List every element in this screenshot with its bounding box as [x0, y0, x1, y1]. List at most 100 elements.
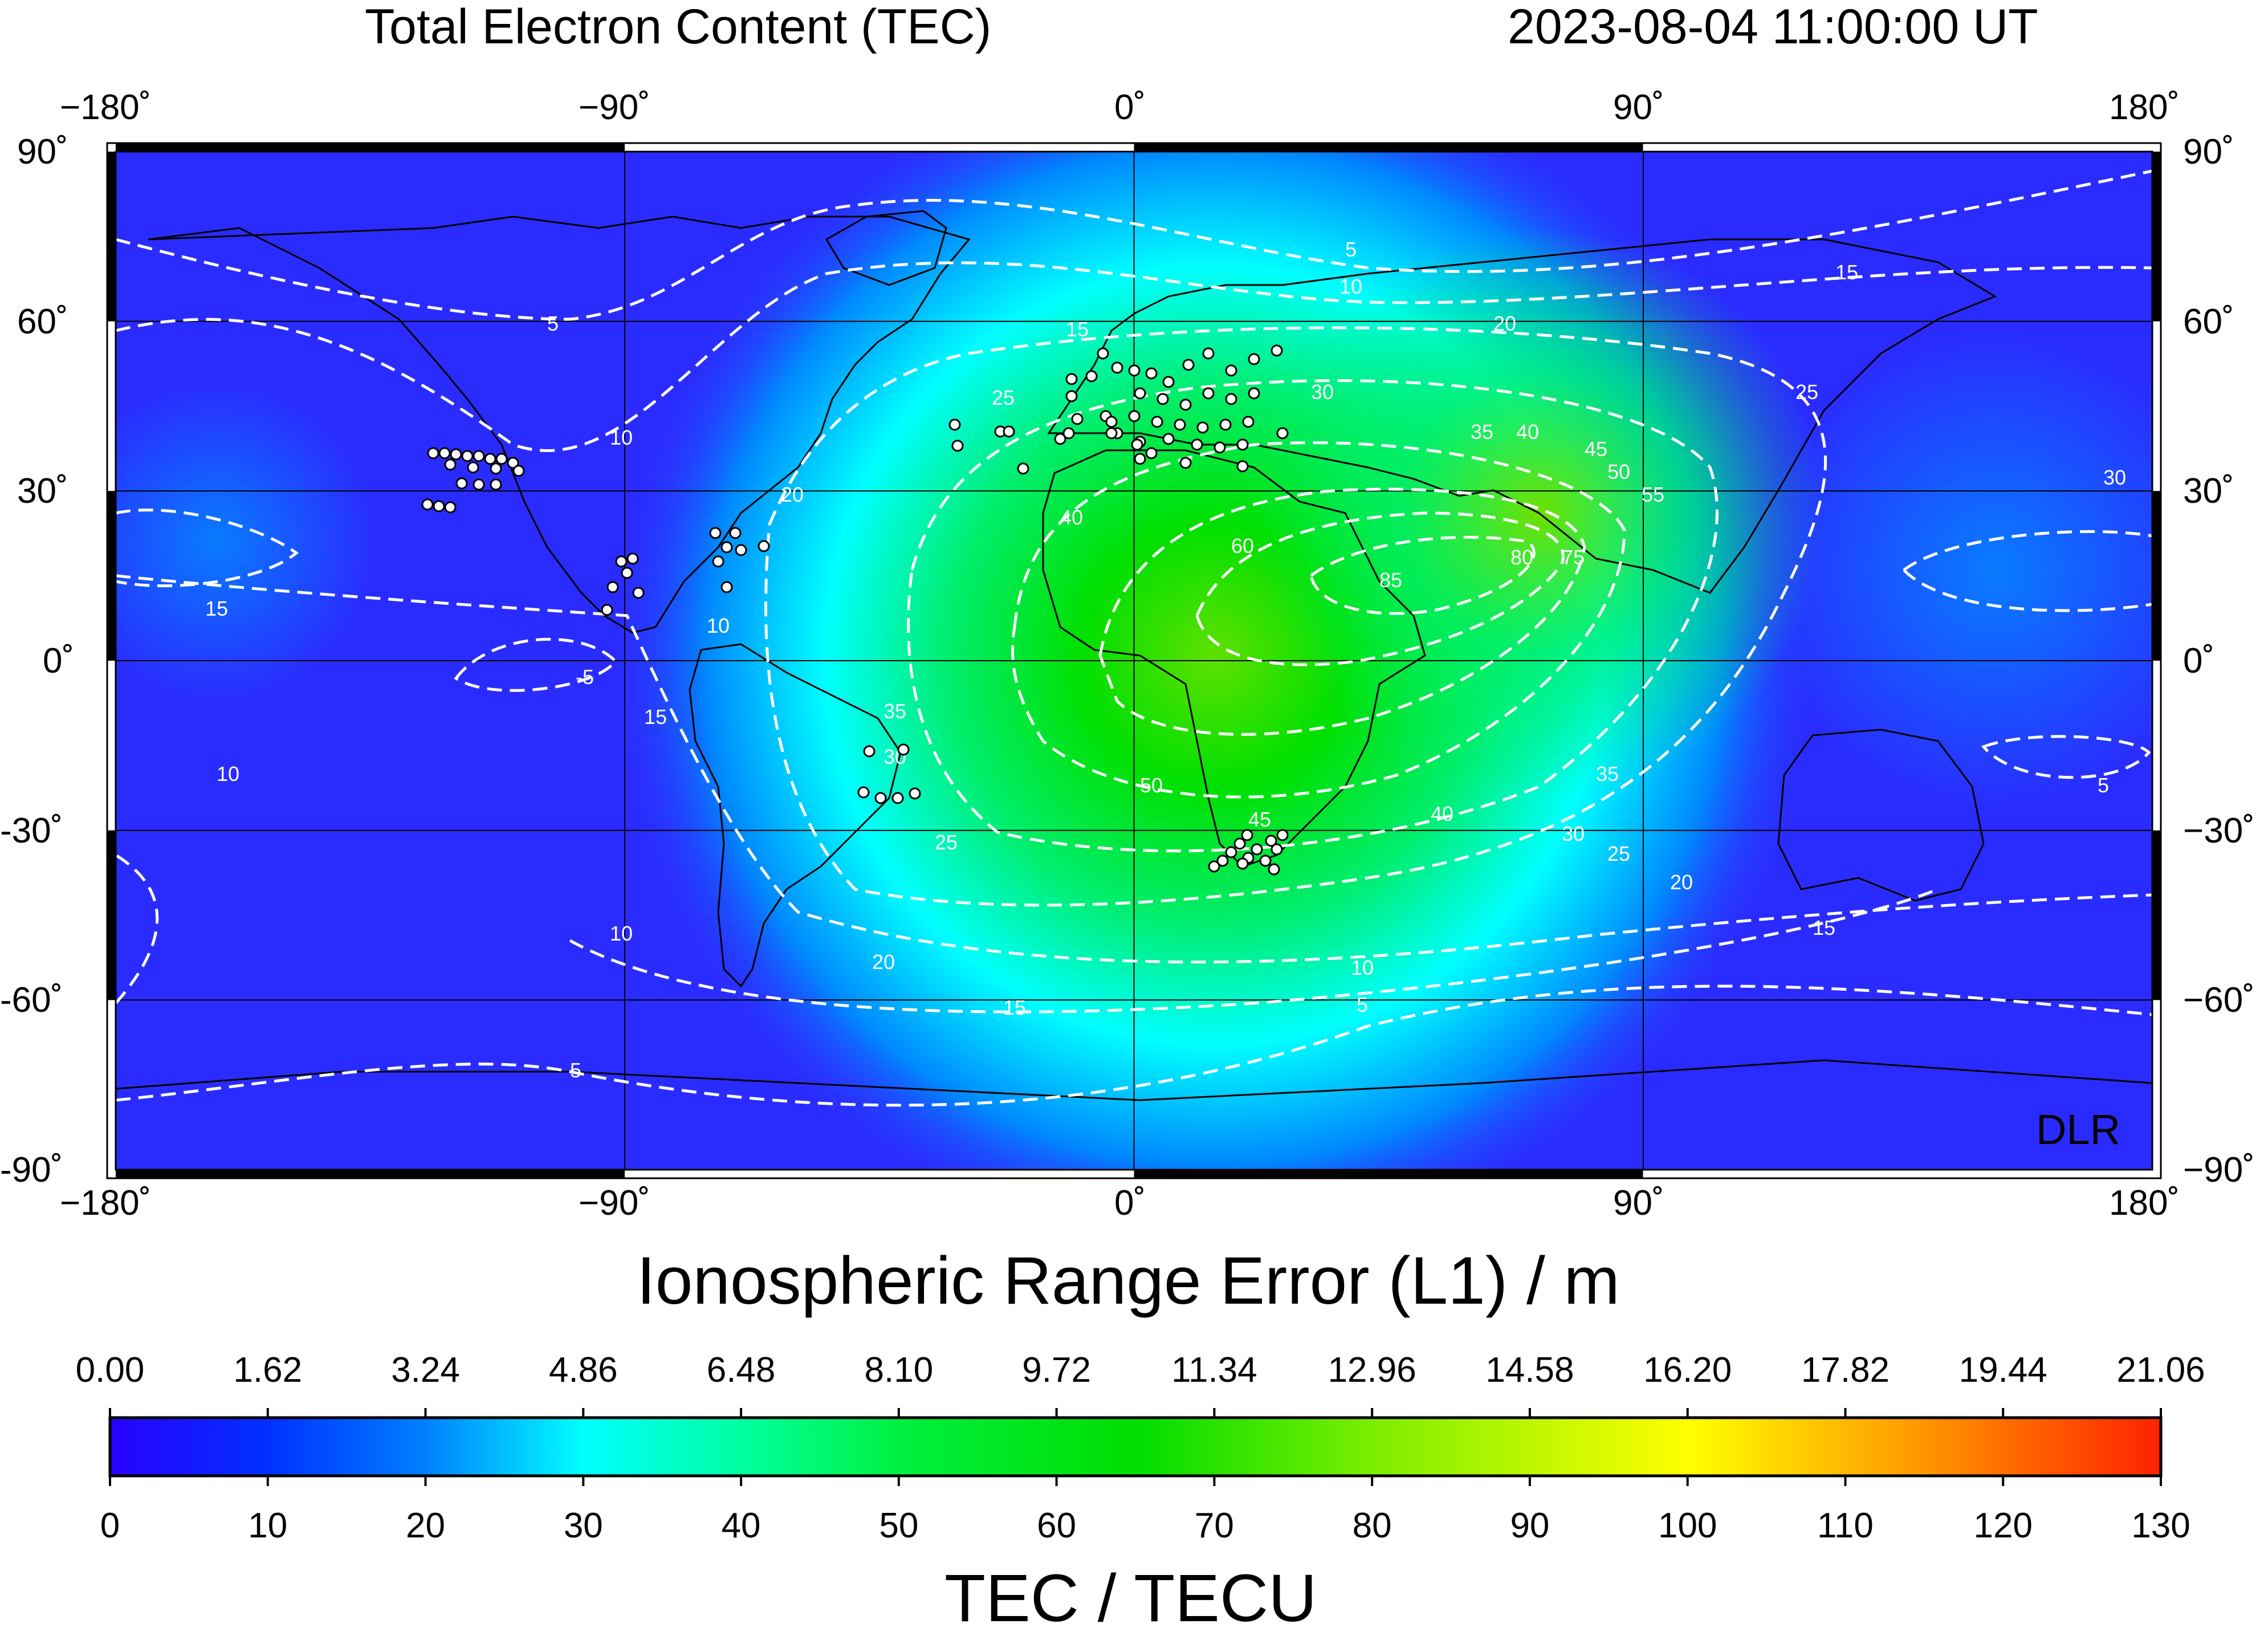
svg-text:25: 25	[992, 386, 1015, 409]
lon-label-top: 90˚	[1613, 88, 1664, 127]
lat-label-left: 30˚	[17, 471, 68, 511]
lon-label-bottom: 0˚	[1114, 1183, 1146, 1223]
lat-label-left: -90˚	[0, 1150, 63, 1190]
range-error-tick-label: 0.00	[75, 1350, 145, 1390]
svg-text:15: 15	[1835, 261, 1858, 284]
svg-text:15: 15	[1003, 996, 1026, 1019]
contour-15-westpac	[1903, 530, 2152, 612]
svg-text:20: 20	[781, 483, 804, 506]
lat-label-right: −30˚	[2183, 811, 2255, 850]
svg-text:25: 25	[1795, 380, 1818, 404]
contour-5-north	[116, 169, 2152, 321]
svg-text:10: 10	[1351, 956, 1374, 979]
contour-labels: 5 10 15 20 25 30 35 40 45 50 55 60 80 75…	[205, 238, 2126, 1082]
tec-tick-label: 70	[1194, 1506, 1234, 1545]
lat-label-right: 60˚	[2183, 302, 2234, 341]
range-error-tick-label: 11.34	[1171, 1350, 1257, 1390]
tec-tick-label: 40	[721, 1506, 761, 1545]
colorbar-ticks	[109, 1408, 2162, 1486]
svg-text:-5: -5	[576, 665, 594, 689]
tec-tick-label: 130	[2131, 1506, 2190, 1545]
svg-text:40: 40	[1060, 506, 1083, 529]
range-error-tick-label: 19.44	[1958, 1350, 2047, 1390]
svg-text:30: 30	[2103, 466, 2126, 489]
contour-5-swpac	[1981, 735, 2151, 779]
range-error-tick-label: 4.86	[548, 1350, 618, 1390]
contour-75	[1309, 536, 1536, 615]
contour-60	[1195, 511, 1565, 666]
svg-text:20: 20	[872, 950, 895, 974]
lat-label-right: 0˚	[2183, 641, 2215, 681]
lon-label-bottom: 90˚	[1613, 1183, 1664, 1223]
colorbar	[108, 1416, 2163, 1478]
svg-text:5: 5	[547, 312, 559, 335]
lon-label-bottom: −90˚	[579, 1183, 650, 1223]
contour-10-north	[116, 261, 2152, 452]
contour-5-pacific	[454, 637, 618, 692]
contour-15	[116, 574, 2152, 964]
tec-field: 5 10 15 20 25 30 35 40 45 50 55 60 80 75…	[116, 152, 2152, 1170]
svg-text:45: 45	[1248, 808, 1271, 831]
svg-text:35: 35	[1596, 762, 1619, 786]
svg-text:30: 30	[1311, 380, 1334, 404]
credit-label: DLR	[2036, 1106, 2121, 1153]
range-error-title: Ionospheric Range Error (L1) / m	[637, 1243, 1620, 1318]
svg-text:30: 30	[1562, 822, 1585, 845]
lon-label-top: −180˚	[60, 88, 152, 127]
tec-tick-label: 30	[563, 1506, 603, 1545]
svg-text:50: 50	[1607, 460, 1630, 483]
tec-tick-label: 10	[248, 1506, 288, 1545]
tec-tick-label: 90	[1510, 1506, 1550, 1545]
range-error-tick-label: 9.72	[1022, 1350, 1091, 1390]
lat-label-right: −90˚	[2183, 1150, 2255, 1190]
map-title: Total Electron Content (TEC)	[365, 0, 992, 54]
svg-text:60: 60	[1231, 534, 1254, 557]
lat-label-right: −60˚	[2183, 980, 2255, 1020]
tec-tick-label: 20	[406, 1506, 446, 1545]
range-error-tick-label: 3.24	[391, 1350, 460, 1390]
svg-text:40: 40	[1431, 802, 1453, 825]
tec-tick-label: 50	[879, 1506, 919, 1545]
lon-label-bottom: −180˚	[60, 1183, 152, 1223]
lon-label-top: 0˚	[1114, 88, 1146, 127]
range-error-tick-label: 8.10	[864, 1350, 934, 1390]
map-frame	[106, 142, 2162, 1179]
svg-text:35: 35	[1471, 420, 1493, 443]
svg-text:50: 50	[1140, 774, 1163, 797]
svg-text:15: 15	[205, 597, 228, 620]
svg-text:15: 15	[1066, 318, 1089, 341]
lat-label-left: 90˚	[17, 132, 68, 172]
contour-20	[764, 326, 1827, 907]
svg-text:25: 25	[1607, 842, 1630, 865]
svg-text:10: 10	[707, 614, 730, 637]
svg-text:15: 15	[1813, 916, 1835, 939]
gnss-stations	[421, 344, 1289, 876]
svg-text:5: 5	[2098, 774, 2109, 797]
lat-label-left: -30˚	[0, 811, 63, 850]
tec-tick-label: 100	[1658, 1506, 1717, 1545]
map-timestamp: 2023-08-04 11:00:00 UT	[1508, 0, 2038, 54]
contour-5-south	[116, 984, 2152, 1107]
lat-label-left: 0˚	[43, 641, 75, 681]
range-error-tick-label: 6.48	[706, 1350, 776, 1390]
range-error-tick-label: 21.06	[2116, 1350, 2205, 1390]
svg-text:85: 85	[1379, 568, 1402, 592]
svg-text:15: 15	[644, 705, 667, 729]
lat-label-left: -60˚	[0, 980, 63, 1020]
range-error-tick-label: 14.58	[1485, 1350, 1574, 1390]
svg-text:20: 20	[1670, 870, 1693, 894]
svg-text:20: 20	[1493, 312, 1516, 335]
tec-tick-label: 0	[100, 1506, 120, 1545]
range-error-tick-label: 1.62	[233, 1350, 303, 1390]
svg-text:5: 5	[1357, 993, 1368, 1016]
contour-10-south	[116, 853, 1939, 1014]
tec-tick-label: 80	[1352, 1506, 1392, 1545]
tec-contours	[116, 169, 2152, 1107]
contour-50	[1098, 487, 1586, 736]
svg-text:25: 25	[935, 831, 958, 854]
svg-text:10: 10	[1339, 275, 1362, 298]
lat-label-right: 90˚	[2183, 132, 2234, 172]
contour-15-eastpac	[116, 508, 299, 588]
lat-label-left: 60˚	[17, 302, 68, 341]
